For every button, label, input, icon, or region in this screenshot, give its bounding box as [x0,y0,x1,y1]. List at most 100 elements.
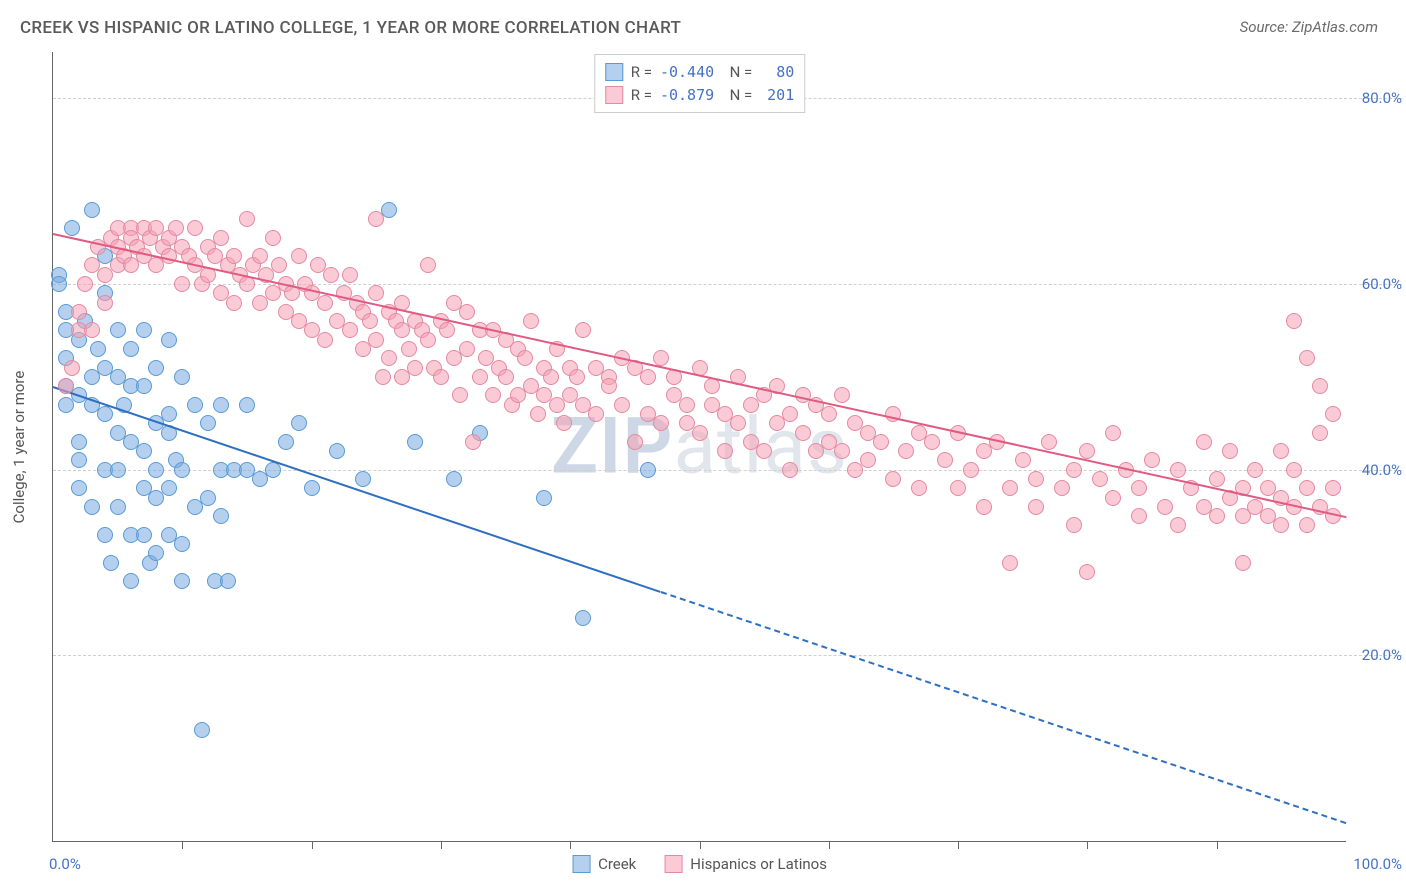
data-point [1209,471,1225,487]
data-point [368,332,384,348]
data-point [368,285,384,301]
data-point [291,415,307,431]
data-point [381,350,397,366]
data-point [420,332,436,348]
data-point [71,480,87,496]
data-point [1247,462,1263,478]
data-point [1066,462,1082,478]
data-point [194,722,210,738]
data-point [575,322,591,338]
x-tick [312,841,313,849]
data-point [433,369,449,385]
data-point [136,443,152,459]
data-point [1079,443,1095,459]
x-tick [958,841,959,849]
data-point [271,257,287,273]
data-point [200,415,216,431]
data-point [517,350,533,366]
data-point [226,248,242,264]
data-point [174,573,190,589]
data-point [110,322,126,338]
data-point [161,406,177,422]
data-point [71,434,87,450]
data-point [213,397,229,413]
data-point [1209,508,1225,524]
data-point [368,211,384,227]
data-point [536,490,552,506]
data-point [885,471,901,487]
data-point [97,295,113,311]
x-max-label: 100.0% [1353,855,1402,873]
data-point [614,397,630,413]
data-point [1131,480,1147,496]
data-point [1170,517,1186,533]
y-axis-label: College, 1 year or more [10,370,28,523]
data-point [1299,517,1315,533]
data-point [860,452,876,468]
data-point [136,322,152,338]
data-point [911,480,927,496]
data-point [71,304,87,320]
data-point [1325,406,1341,422]
data-point [342,322,358,338]
data-point [187,220,203,236]
data-point [963,462,979,478]
plot-surface: ZIPatlas 20.0%40.0%60.0%80.0% [53,52,1346,841]
data-point [1325,480,1341,496]
x-tick [182,841,183,849]
data-point [278,434,294,450]
data-point [627,434,643,450]
data-point [90,341,106,357]
data-point [84,322,100,338]
data-point [1299,350,1315,366]
gridline [53,284,1402,285]
x-tick [441,841,442,849]
data-point [730,415,746,431]
data-point [174,369,190,385]
data-point [168,220,184,236]
x-tick [700,841,701,849]
data-point [200,490,216,506]
data-point [523,313,539,329]
data-point [252,248,268,264]
data-point [1002,555,1018,571]
chart-title: CREEK VS HISPANIC OR LATINO COLLEGE, 1 Y… [20,18,681,38]
data-point [756,443,772,459]
data-point [1092,471,1108,487]
data-point [653,415,669,431]
data-point [342,267,358,283]
data-point [136,378,152,394]
legend-swatch [664,855,682,873]
data-point [161,480,177,496]
data-point [1273,517,1289,533]
data-point [420,257,436,273]
x-tick [1217,841,1218,849]
source-label: Source: ZipAtlas.com [1240,18,1378,36]
data-point [239,397,255,413]
legend-item: Creek [572,855,636,873]
data-point [136,527,152,543]
data-point [459,341,475,357]
y-tick-label: 20.0% [1350,646,1402,664]
data-point [213,230,229,246]
data-point [64,220,80,236]
y-tick-label: 40.0% [1350,461,1402,479]
data-point [485,387,501,403]
data-point [265,230,281,246]
data-point [1105,490,1121,506]
data-point [1002,480,1018,496]
data-point [187,397,203,413]
data-point [407,434,423,450]
data-point [1144,452,1160,468]
legend-swatch [572,855,590,873]
data-point [1131,508,1147,524]
data-point [601,378,617,394]
data-point [174,276,190,292]
data-point [950,480,966,496]
series-legend: CreekHispanics or Latinos [572,855,827,873]
trend-line [660,591,1346,824]
data-point [439,322,455,338]
data-point [123,573,139,589]
data-point [498,369,514,385]
data-point [873,434,889,450]
